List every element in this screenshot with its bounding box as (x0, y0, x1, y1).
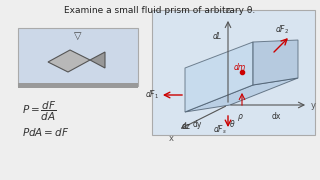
Text: z: z (226, 6, 230, 15)
Polygon shape (253, 40, 298, 85)
Text: $\theta$: $\theta$ (229, 118, 235, 129)
Bar (18, 83, 138, 88)
Polygon shape (185, 42, 253, 112)
Polygon shape (185, 78, 298, 112)
Text: $P=\dfrac{dF}{dA}$: $P=\dfrac{dF}{dA}$ (22, 100, 57, 123)
Text: $dF_2$: $dF_2$ (275, 24, 289, 36)
Text: dx: dx (272, 112, 281, 121)
Text: dL: dL (212, 32, 221, 41)
Text: dy: dy (192, 120, 202, 129)
Text: y: y (311, 100, 316, 109)
Text: $\rho$: $\rho$ (236, 112, 244, 123)
Text: dz: dz (181, 122, 190, 131)
Polygon shape (48, 50, 90, 72)
Polygon shape (90, 52, 105, 68)
Text: x: x (169, 134, 174, 143)
Bar (18, 28, 138, 86)
Text: $PdA = dF$: $PdA = dF$ (22, 126, 69, 138)
Text: Examine a small fluid prism of arbitrary θ.: Examine a small fluid prism of arbitrary… (64, 6, 256, 15)
Text: ▽: ▽ (74, 31, 82, 41)
Bar (152, 10, 315, 135)
Text: $dF_s$: $dF_s$ (213, 123, 227, 136)
Text: dm: dm (234, 62, 246, 71)
Text: $dF_1$: $dF_1$ (145, 89, 159, 101)
